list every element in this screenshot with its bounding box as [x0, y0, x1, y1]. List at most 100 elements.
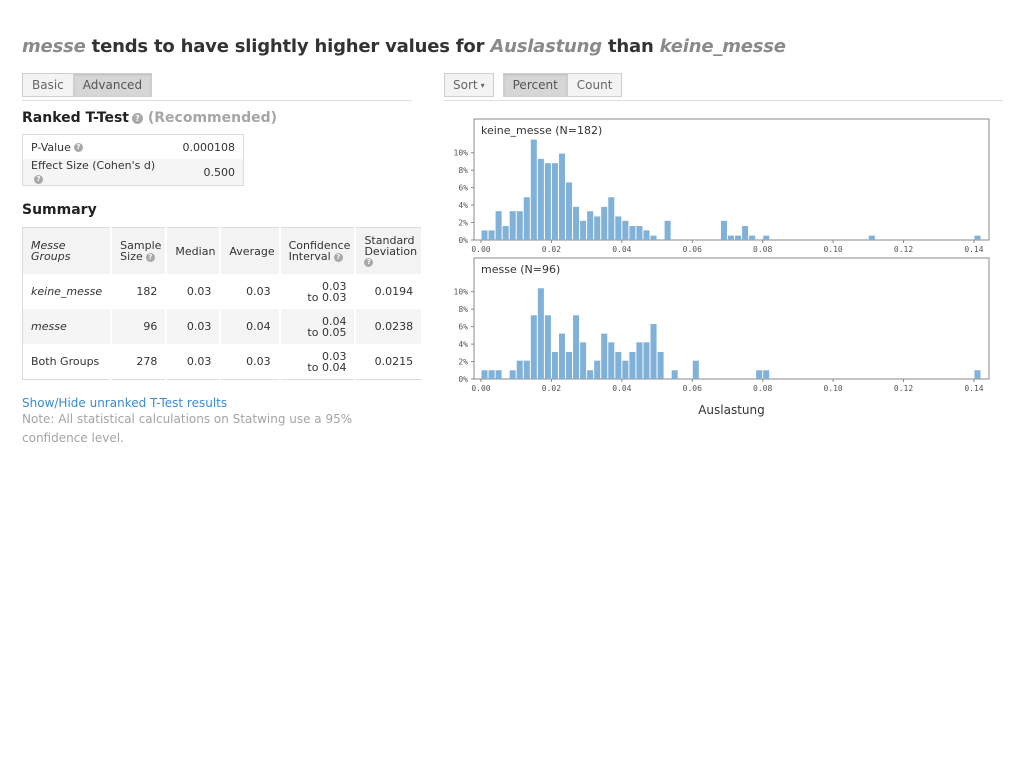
- toggle-unranked-link[interactable]: Show/Hide unranked T-Test results: [22, 396, 228, 410]
- histogram-bar: [629, 351, 636, 379]
- effect-size-label-text: Effect Size (Cohen's d): [31, 159, 156, 172]
- histogram-bar: [495, 370, 502, 379]
- histogram-bar: [643, 230, 650, 240]
- confidence-note: Note: All statistical calculations on St…: [22, 412, 353, 445]
- x-tick-label: 0.08: [753, 384, 772, 393]
- sd-line-2: Deviation: [364, 244, 418, 258]
- histogram-bar: [566, 182, 573, 240]
- help-icon[interactable]: ?: [364, 258, 374, 267]
- right-divider: [444, 100, 1003, 101]
- cell-sd: 0.0194: [355, 274, 424, 309]
- pvalue-label: P-Value?: [23, 135, 168, 160]
- histogram-bar: [868, 235, 875, 240]
- ci-line-2: Interval: [288, 250, 331, 263]
- effect-size-value: 0.500: [167, 159, 244, 186]
- cell-median: 0.03: [166, 344, 222, 380]
- x-tick-label: 0.14: [964, 245, 983, 254]
- histogram-bar: [516, 211, 523, 240]
- help-icon[interactable]: ?: [73, 143, 83, 152]
- y-tick-label: 8%: [458, 305, 468, 314]
- help-icon[interactable]: ?: [131, 112, 143, 124]
- y-tick-label: 2%: [458, 219, 468, 228]
- x-tick-label: 0.02: [542, 245, 561, 254]
- histogram-bar: [488, 230, 495, 240]
- col-header-sd: Standard Deviation?: [355, 227, 424, 274]
- y-tick-label: 8%: [458, 166, 468, 175]
- histogram-bar: [566, 351, 573, 379]
- histogram-bar: [544, 163, 551, 240]
- y-tick-label: 0%: [458, 375, 468, 384]
- chart-title: messe (N=96): [481, 263, 560, 276]
- cell-n: 182: [111, 274, 168, 309]
- cell-average: 0.03: [220, 344, 281, 380]
- histogram-bar: [558, 333, 566, 379]
- cell-median: 0.03: [166, 274, 222, 309]
- x-tick-label: 0.14: [964, 384, 983, 393]
- y-tick-label: 10%: [454, 288, 469, 297]
- x-tick-label: 0.10: [823, 245, 842, 254]
- x-tick-label: 0.02: [542, 384, 561, 393]
- x-tick-label: 0.08: [753, 245, 772, 254]
- histogram-bar: [763, 235, 770, 240]
- page-headline: messe tends to have slightly higher valu…: [22, 36, 786, 57]
- histogram-bar: [481, 230, 488, 240]
- histogram-bar: [650, 235, 657, 240]
- histogram-bar: [558, 153, 566, 240]
- headline-group-a: messe: [22, 36, 86, 57]
- histogram-bar: [650, 324, 657, 379]
- tab-percent[interactable]: Percent: [502, 73, 568, 97]
- x-tick-label: 0.06: [683, 384, 702, 393]
- histogram-bar: [643, 342, 650, 379]
- histogram-bar: [537, 288, 544, 379]
- histogram-bar: [530, 139, 537, 240]
- histogram-bar: [495, 211, 502, 240]
- histogram-bar: [488, 370, 495, 379]
- tab-count[interactable]: Count: [566, 73, 623, 97]
- recommended-label: (Recommended): [147, 110, 278, 126]
- help-icon[interactable]: ?: [145, 252, 155, 262]
- histogram-bar: [720, 220, 727, 240]
- help-icon[interactable]: ?: [34, 174, 43, 184]
- histogram-bar: [742, 226, 749, 240]
- y-tick-label: 10%: [454, 149, 469, 158]
- chart-mode-tabs: Sort ▾ Percent Count: [444, 73, 623, 97]
- cell-n: 96: [111, 309, 168, 344]
- ttest-results-table: P-Value? 0.000108 Effect Size (Cohen's d…: [22, 134, 244, 186]
- col-header-group: Messe Groups: [22, 227, 113, 274]
- histogram-bar: [974, 235, 981, 240]
- y-tick-label: 6%: [458, 184, 468, 193]
- headline-group-b: keine_messe: [659, 36, 786, 57]
- cell-n: 278: [111, 344, 168, 380]
- sd-line-1: Standard: [364, 233, 415, 247]
- histogram-bar: [523, 197, 530, 240]
- histogram-bar: [749, 235, 756, 240]
- ci-low: 0.03: [321, 349, 347, 363]
- sample-size-line-1: Sample: [120, 239, 162, 252]
- chart-frame: [473, 257, 990, 380]
- help-icon[interactable]: ?: [333, 252, 343, 262]
- histogram-bar: [580, 342, 587, 379]
- headline-text-1: tends to have slightly higher values for: [85, 36, 491, 57]
- sort-label: Sort: [453, 78, 478, 92]
- histogram-bar: [974, 370, 981, 379]
- sort-dropdown[interactable]: Sort ▾: [444, 73, 494, 97]
- cell-ci: 0.03 to 0.04: [279, 344, 357, 380]
- sample-size-line-2: Size: [120, 250, 143, 263]
- histogram-bar: [551, 351, 558, 379]
- x-tick-label: 0.10: [823, 384, 842, 393]
- cell-ci: 0.03 to 0.03: [279, 274, 357, 309]
- y-tick-label: 2%: [458, 358, 468, 367]
- cell-sd: 0.0215: [355, 344, 424, 380]
- y-tick-label: 4%: [458, 201, 468, 210]
- histogram-bar: [594, 360, 601, 379]
- histogram-bar: [587, 370, 594, 379]
- ci-high: to 0.04: [307, 360, 347, 374]
- col-header-sample-size: Sample Size?: [111, 227, 168, 274]
- x-tick-label: 0.06: [683, 245, 702, 254]
- headline-text-2: than: [601, 36, 660, 57]
- pvalue-value: 0.000108: [182, 140, 236, 154]
- histogram-bar: [727, 235, 735, 240]
- ci-high: to 0.05: [307, 325, 347, 339]
- tab-basic[interactable]: Basic: [22, 73, 74, 97]
- tab-advanced[interactable]: Advanced: [72, 73, 153, 97]
